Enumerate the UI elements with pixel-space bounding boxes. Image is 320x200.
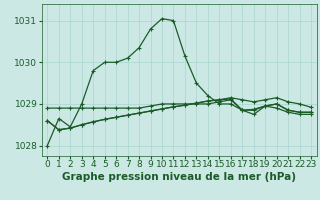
X-axis label: Graphe pression niveau de la mer (hPa): Graphe pression niveau de la mer (hPa) bbox=[62, 172, 296, 182]
